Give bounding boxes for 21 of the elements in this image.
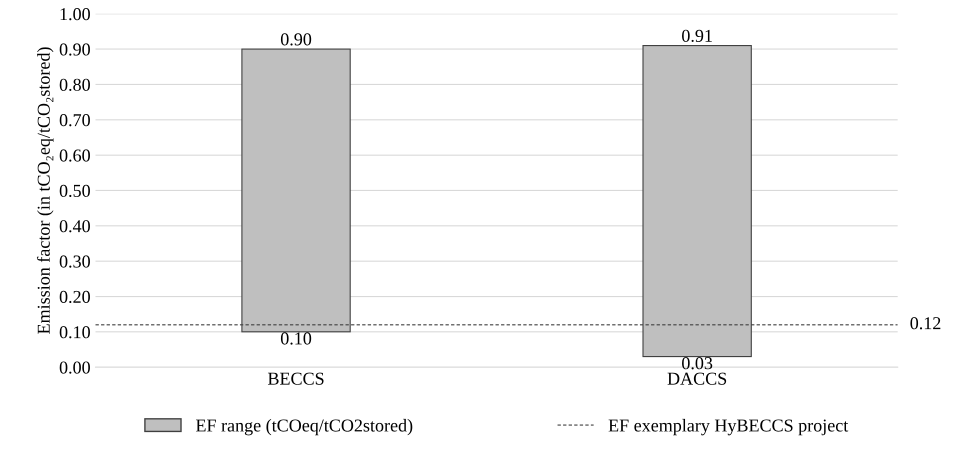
annotation: 0.03 [682, 357, 712, 370]
y-tick-label: 0.40 [60, 220, 90, 232]
y-axis-title: Emission factor (in tCO₂eq/tCO₂stored) [36, 47, 54, 334]
y-tick-label: 0.60 [60, 149, 90, 162]
y-tick-label: 0.70 [60, 114, 90, 126]
x-tick-label: DACCS [668, 372, 726, 385]
x-tick-label: BECCS [268, 372, 324, 385]
y-tick-label: 0.80 [60, 78, 90, 91]
annotation: 0.90 [280, 33, 312, 46]
text: 0.12 [910, 317, 940, 330]
y-tick-label: 0.30 [60, 255, 90, 268]
y-tick-label: 0.90 [60, 43, 90, 56]
annotation: 0.91 [682, 30, 712, 42]
y-tick-label: 0.20 [60, 290, 90, 304]
legend-label: EF range (tCOeq/tCO2stored) [196, 418, 412, 436]
y-tick-label: 0.10 [60, 326, 90, 338]
y-tick-label: 0.50 [60, 184, 90, 198]
annotation: 0.10 [280, 332, 312, 345]
y-tick-label: 1.00 [60, 8, 90, 20]
legend-label: EF exemplary HyBECCS project [608, 418, 848, 436]
y-tick-label: 0.00 [60, 361, 90, 374]
